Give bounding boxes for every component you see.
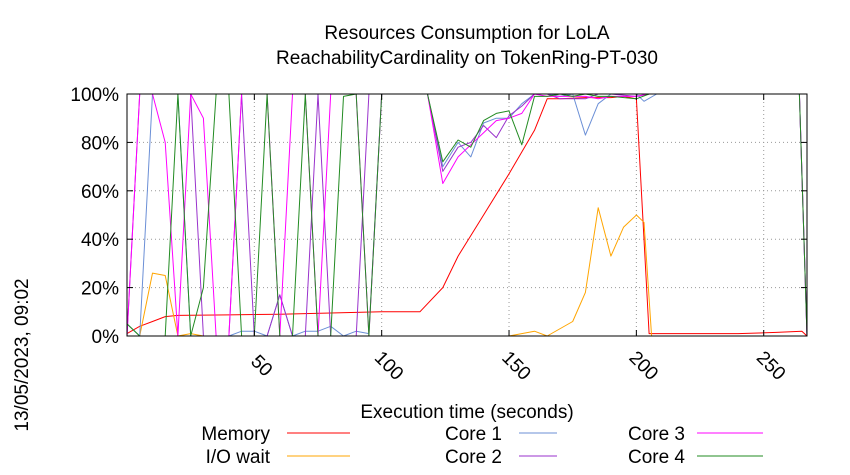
x-tick-label: 200	[625, 347, 662, 384]
y-tick-label: 20%	[81, 279, 119, 300]
grid	[127, 94, 807, 336]
series-line-core-3	[126, 93, 808, 337]
series-layer	[126, 93, 808, 337]
legend-label-core-1: Core 1	[445, 424, 502, 445]
series-line-core-1	[126, 93, 808, 337]
chart-title-line2: ReachabilityCardinality on TokenRing-PT-…	[276, 48, 658, 69]
y-tick-label: 100%	[70, 85, 119, 106]
legend-label-core-4: Core 4	[628, 447, 685, 468]
legend-label-memory: Memory	[201, 424, 270, 445]
legend-label-core-2: Core 2	[445, 447, 502, 468]
chart-title-line1: Resources Consumption for LoLA	[324, 23, 609, 44]
x-tick-label: 100	[370, 347, 407, 384]
y-tick-label: 80%	[81, 133, 119, 154]
series-line-memory	[126, 95, 808, 337]
legend-label-i-o-wait: I/O wait	[206, 447, 271, 468]
series-line-i-o-wait	[127, 207, 807, 337]
x-tick-label: 50	[246, 351, 276, 381]
x-tick-label: 250	[752, 347, 789, 384]
series-line-core-4	[126, 93, 808, 337]
axis-ticks: 0% 20% 40% 60% 80% 100% 50 100 150 200 250	[70, 85, 807, 385]
series-line-core-2	[126, 93, 808, 337]
x-tick-label: 150	[497, 347, 534, 384]
x-axis-label: Execution time (seconds)	[360, 402, 573, 423]
timestamp-label: 13/05/2023, 09:02	[12, 278, 33, 431]
y-tick-label: 60%	[81, 182, 119, 203]
y-tick-label: 0%	[92, 327, 120, 348]
legend-label-core-3: Core 3	[628, 424, 685, 445]
plot-border	[126, 93, 808, 337]
y-tick-label: 40%	[81, 230, 119, 251]
